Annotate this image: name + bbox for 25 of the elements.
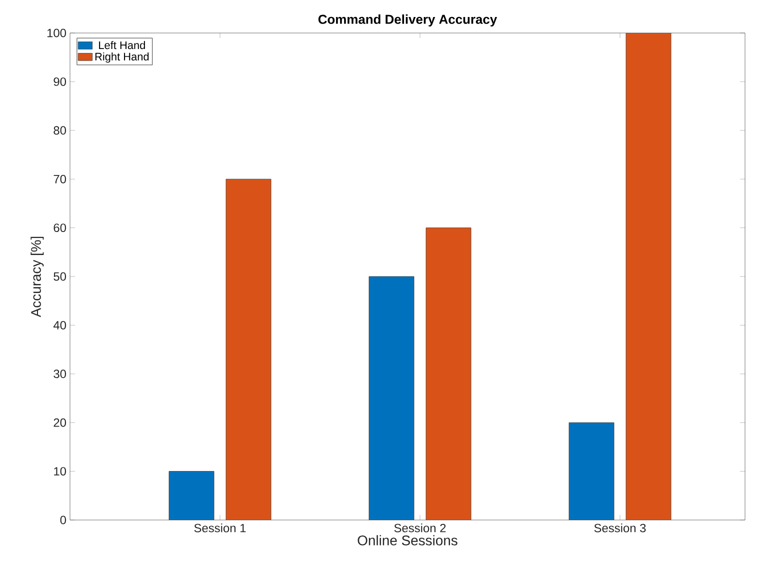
bar (568, 422, 614, 520)
y-tick-label: 70 (54, 174, 66, 184)
y-tick-label: 100 (47, 28, 66, 38)
y-tick-label: 60 (54, 224, 66, 232)
y-tick-label: 10 (54, 467, 66, 476)
y-tick-label: 80 (54, 126, 66, 135)
bar (626, 32, 672, 520)
x-tick-label: Session 3 (594, 524, 646, 532)
y-axis-title: Accuracy [%] (30, 236, 44, 318)
y-tick-label: 0 (60, 516, 66, 524)
y-tick-label: 20 (54, 418, 66, 427)
bar (368, 276, 414, 520)
y-tick-label: 90 (54, 77, 66, 86)
y-tick-label: 40 (53, 320, 66, 330)
y-tick-label: 30 (54, 370, 66, 378)
x-tick-label: Session 2 (394, 524, 446, 532)
chart-title: Command Delivery Accuracy (318, 14, 498, 26)
bar (426, 228, 472, 520)
y-tick-label: 50 (54, 272, 66, 281)
x-axis-title: Online Sessions (358, 535, 458, 546)
x-tick-label: Session 1 (194, 524, 246, 532)
legend-label: Right Hand (95, 52, 149, 63)
bar (226, 178, 272, 520)
legend-label: Left Hand (99, 41, 145, 50)
bar (168, 471, 214, 520)
